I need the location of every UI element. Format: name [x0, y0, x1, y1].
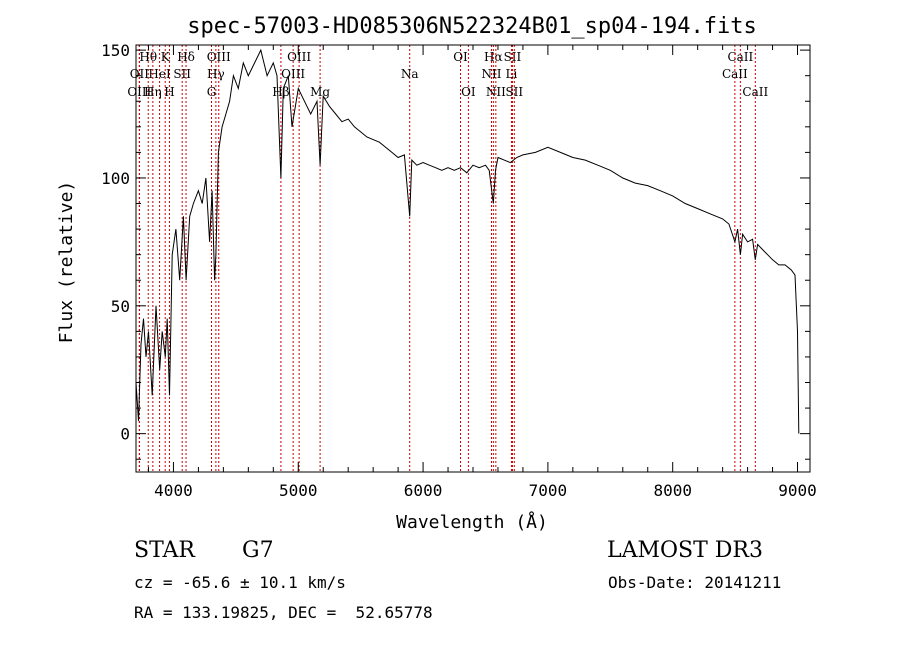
line-marker-label: OI	[461, 85, 476, 99]
line-marker-label: OIII	[287, 50, 311, 64]
line-marker-label: Hδ	[177, 50, 195, 64]
line-marker-label: NII	[486, 85, 506, 99]
x-tick-label: 6000	[404, 481, 443, 500]
y-tick-label: 50	[111, 297, 130, 316]
line-marker-label: Hθ	[139, 50, 157, 64]
spectrum-line	[135, 48, 800, 434]
line-marker-label: G	[207, 85, 217, 99]
object-subclass: G7	[242, 538, 274, 563]
x-tick-label: 9000	[778, 481, 817, 500]
line-marker-label: SII	[505, 85, 523, 99]
line-marker-label: NII	[481, 67, 501, 81]
coords-line: RA = 133.19825, DEC = 52.65778	[134, 603, 433, 622]
line-marker-label: Hγ	[207, 67, 225, 81]
line-marker-label: OI	[453, 50, 468, 64]
line-marker-label: Na	[401, 67, 419, 81]
x-axis-label: Wavelength (Å)	[396, 511, 548, 533]
y-tick-label: 0	[120, 425, 130, 444]
line-marker-label: H	[164, 85, 174, 99]
line-marker-label: OIII	[207, 50, 231, 64]
line-marker-label: CaII	[727, 50, 753, 64]
chart-title: spec-57003-HD085306N522324B01_sp04-194.f…	[187, 14, 757, 39]
line-marker-label: SII	[173, 67, 191, 81]
line-marker-label: SII	[504, 50, 522, 64]
line-marker-label: OIII	[127, 85, 151, 99]
line-marker-label: HeI	[148, 67, 171, 81]
survey-name: LAMOST DR3	[607, 538, 763, 563]
x-tick-label: 5000	[279, 481, 318, 500]
x-tick-label: 7000	[529, 481, 568, 500]
x-tick-label: 8000	[653, 481, 692, 500]
line-marker-label: OIII	[281, 67, 305, 81]
plot-frame	[135, 44, 811, 473]
object-class: STAR	[134, 538, 195, 563]
line-marker-label: Hα	[484, 50, 503, 64]
axis-ticks: 4000 5000 6000 7000 8000 9000 0 50 100 150	[101, 41, 817, 500]
line-marker-label: K	[161, 50, 171, 64]
redshift-line: cz = -65.6 ± 10.1 km/s	[134, 573, 346, 592]
obs-date-line: Obs-Date: 20141211	[608, 573, 782, 592]
line-marker-label: Hβ	[272, 85, 289, 99]
line-marker-label: Li	[506, 67, 518, 81]
y-tick-label: 150	[101, 41, 130, 60]
y-axis-label: Flux (relative)	[56, 181, 77, 344]
y-tick-label: 100	[101, 169, 130, 188]
line-marker-label: Hη	[144, 85, 162, 99]
x-tick-label: 4000	[154, 481, 193, 500]
line-marker-label: CaII	[742, 85, 768, 99]
line-marker-label: Mg	[310, 85, 330, 99]
line-marker-label: CaII	[722, 67, 748, 81]
